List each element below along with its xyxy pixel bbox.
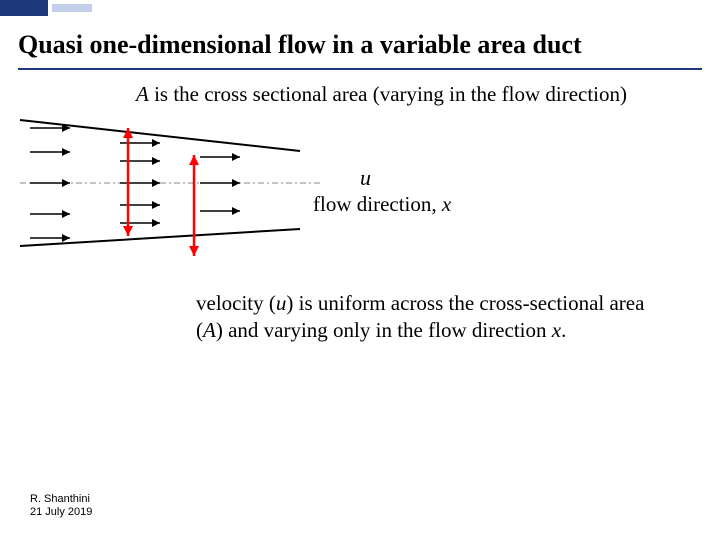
accent-bar-2 — [52, 4, 92, 12]
body-seg1: velocity ( — [196, 291, 276, 315]
slide: Quasi one-dimensional flow in a variable… — [0, 0, 720, 540]
body-seg4: . — [561, 318, 566, 342]
variable-u: u — [276, 291, 287, 315]
body-text: velocity (u) is uniform across the cross… — [196, 290, 676, 345]
footer: R. Shanthini 21 July 2019 — [30, 493, 92, 521]
slide-title: Quasi one-dimensional flow in a variable… — [18, 30, 582, 60]
variable-x-2: x — [552, 318, 561, 342]
body-seg3: ) and varying only in the flow direction — [216, 318, 552, 342]
flow-direction-text: flow direction, — [313, 192, 442, 216]
top-accent — [0, 0, 720, 16]
footer-author: R. Shanthini — [30, 493, 92, 507]
variable-A-2: A — [203, 318, 216, 342]
duct-diagram — [20, 80, 340, 280]
variable-x: x — [442, 192, 451, 216]
footer-date: 21 July 2019 — [30, 506, 92, 520]
velocity-u-label: u — [360, 165, 371, 191]
accent-bar-1 — [0, 0, 48, 16]
title-rule — [18, 68, 702, 70]
flow-direction-label: flow direction, x — [313, 192, 451, 217]
